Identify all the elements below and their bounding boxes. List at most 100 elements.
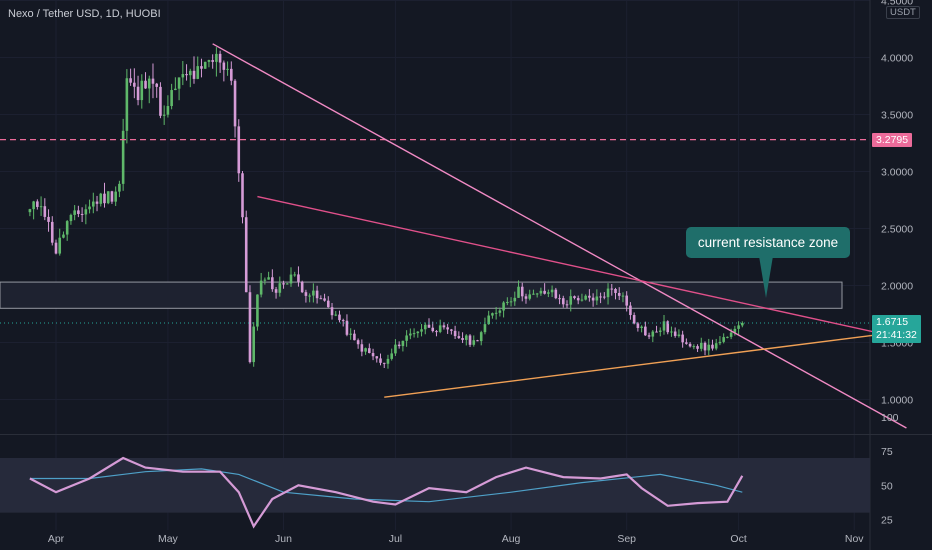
candle-body [99, 193, 103, 204]
candle-body [371, 353, 375, 357]
resistance-zone-box [0, 281, 843, 309]
candle-body [282, 283, 285, 285]
candle-body [629, 305, 632, 316]
candle-body [285, 283, 289, 285]
rsi-band-fill [0, 457, 870, 513]
time-tick-label: Sep [617, 533, 636, 545]
rsi-tick-label: 25 [881, 515, 893, 527]
candle-body [670, 331, 673, 333]
candle-body [259, 280, 263, 295]
candle-body [532, 293, 535, 295]
candle-body [244, 217, 248, 293]
candle-body [726, 336, 729, 338]
candle-body [647, 335, 651, 337]
candle-body [118, 183, 121, 192]
candle-body [431, 327, 435, 332]
candle-body [580, 299, 584, 301]
candle-body [73, 210, 76, 215]
price-tick-label: 4.5000 [881, 0, 913, 8]
time-tick-label: May [158, 533, 179, 545]
candle-body [543, 290, 546, 294]
candle-body [509, 301, 513, 303]
candle-body [218, 53, 222, 63]
candle-body [159, 86, 162, 116]
candle-body [513, 297, 517, 302]
candle-body [632, 315, 636, 324]
candle-body [535, 293, 539, 295]
candle-body [319, 298, 323, 300]
candle-body [427, 324, 431, 328]
time-tick-label: Nov [845, 533, 864, 545]
candle-body [233, 80, 237, 127]
candle-body [345, 320, 349, 335]
candle-body [379, 358, 382, 363]
candle-body [230, 68, 233, 81]
candle-body [699, 342, 703, 349]
candle-body [289, 274, 293, 284]
candle-body [423, 324, 427, 330]
candle-body [144, 80, 147, 89]
rsi-tick-label: 50 [881, 480, 893, 492]
candle-body [420, 329, 423, 332]
rsi-band [0, 457, 870, 513]
candle-body [457, 336, 461, 339]
candle-body [569, 296, 573, 305]
price-tick-label: 1.0000 [881, 395, 913, 407]
candle-body [558, 298, 561, 300]
candle-body [304, 292, 308, 296]
currency-unit-badge[interactable]: USDT [886, 6, 920, 19]
candle-body [617, 292, 621, 296]
axes: 1.00001.50002.00002.50003.00003.50004.00… [48, 0, 913, 545]
candle-body [43, 206, 47, 217]
candle-body [308, 295, 311, 297]
time-tick-label: Aug [502, 533, 521, 545]
trendlines [0, 43, 907, 429]
candle-body [129, 78, 132, 83]
candle-body [528, 294, 532, 299]
candle-body [237, 126, 241, 174]
candle-body [170, 90, 173, 107]
candle-body [685, 342, 688, 344]
time-tick-label: Jul [389, 533, 402, 545]
candle-body [125, 78, 129, 131]
candle-body [341, 320, 345, 322]
candle-body [177, 77, 181, 89]
candle-body [50, 221, 54, 243]
candle-body [155, 83, 159, 87]
candle-body [416, 331, 420, 334]
candle-body [547, 292, 550, 294]
candle-body [644, 326, 647, 336]
price-tick-label: 2.5000 [881, 224, 913, 236]
candle-body [491, 313, 494, 316]
chart-title: Nexo / Tether USD, 1D, HUOBI [8, 8, 161, 20]
candle-body [28, 209, 32, 213]
candle-body [356, 340, 360, 345]
candle-body [565, 304, 569, 306]
trendline [257, 195, 907, 340]
rsi-line [29, 456, 744, 529]
candle-body [271, 277, 274, 290]
candle-body [256, 294, 259, 327]
candle-body [263, 279, 267, 281]
candle-body [561, 298, 565, 305]
candle-body [599, 296, 602, 298]
candle-body [640, 326, 643, 328]
time-tick-label: Oct [730, 533, 746, 545]
candle-body [248, 292, 252, 363]
candle-body [729, 332, 733, 337]
candle-body [166, 106, 170, 115]
candle-body [185, 74, 188, 76]
candle-body [588, 295, 591, 298]
candle-body [315, 290, 319, 299]
candle-body [610, 288, 614, 290]
candle-body [554, 289, 558, 299]
candle-body [353, 333, 356, 341]
candle-body [382, 362, 386, 364]
candle-body [711, 344, 714, 349]
rsi-series [29, 456, 744, 529]
resistance-zone [0, 281, 843, 309]
candle-body [722, 337, 725, 342]
candle-body [465, 335, 468, 340]
candle-body [58, 237, 62, 254]
